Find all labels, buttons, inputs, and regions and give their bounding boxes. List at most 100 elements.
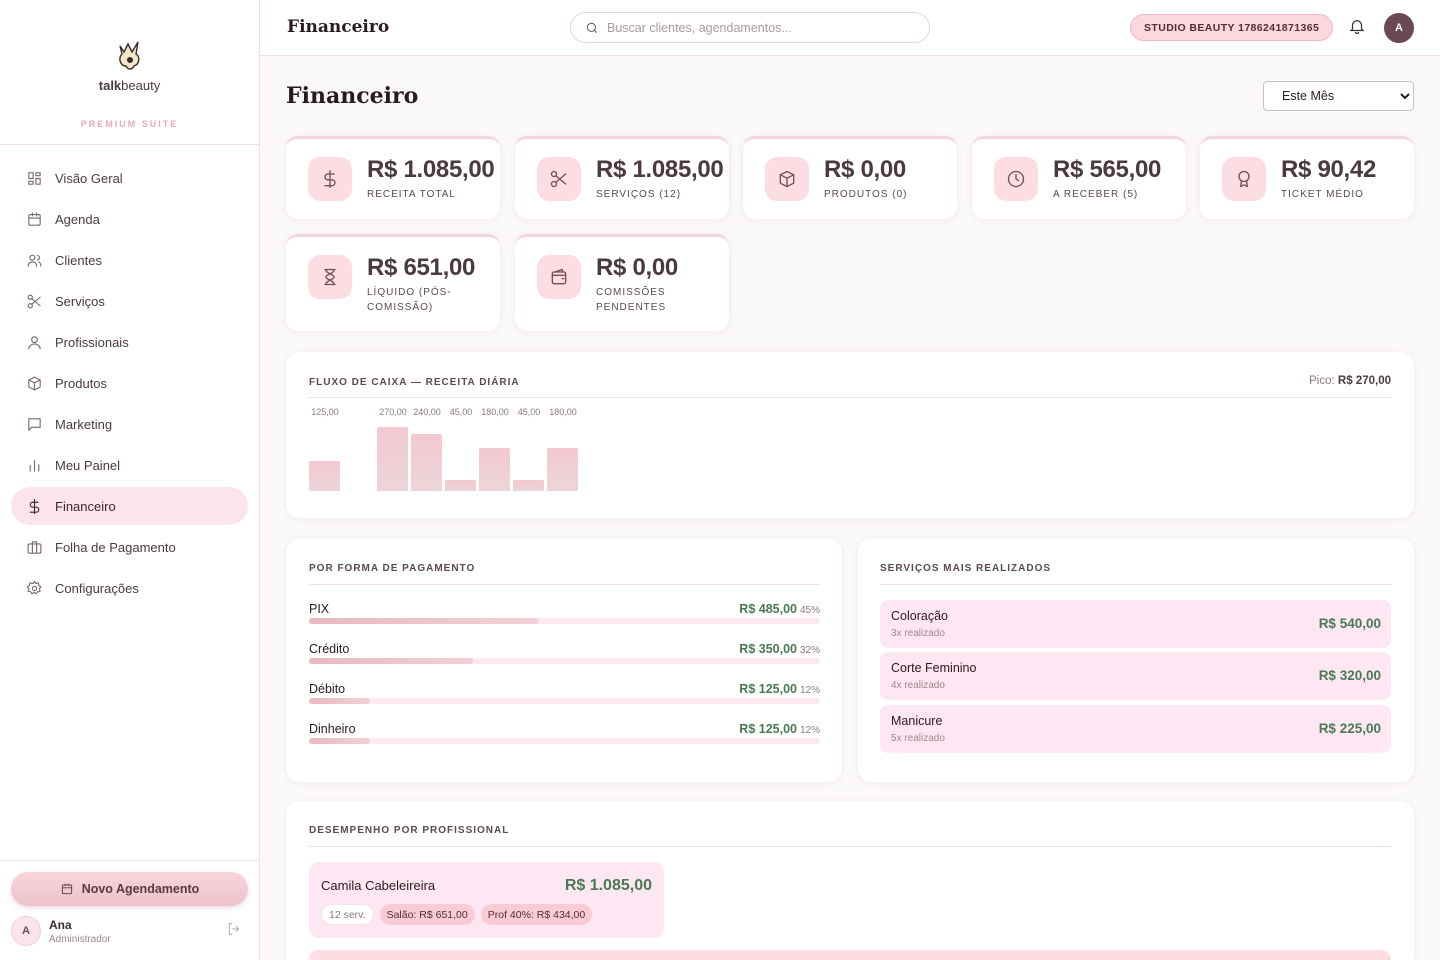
nav-item-servicos[interactable]: Serviços	[11, 282, 248, 320]
nav-item-configuracoes[interactable]: Configurações	[11, 569, 248, 607]
chart-bar-label: 270,00	[379, 407, 407, 417]
notifications-button[interactable]	[1348, 17, 1366, 40]
sidebar: talkbeauty PREMIUM SUITE Visão Geral Age…	[0, 0, 260, 960]
service-row[interactable]: Coloração 3x realizado R$ 540,00	[880, 600, 1391, 648]
payment-row-dinheiro: Dinheiro R$ 125,00 12%	[309, 722, 820, 762]
search-input[interactable]	[607, 20, 907, 35]
new-appointment-label: Novo Agendamento	[81, 882, 200, 896]
cashflow-chart: 125,00 270,00 240,00 45,00 180,00 45,00 180,00	[309, 407, 709, 491]
nav-label: Marketing	[55, 416, 113, 432]
payment-amount: R$ 125,00 12%	[739, 682, 820, 696]
avatar[interactable]: A	[11, 916, 41, 946]
cashflow-card: FLUXO DE CAIXA — RECEITA DIÁRIA Pico: R$…	[286, 352, 1414, 518]
professional-card[interactable]: Camila Cabeleireira R$ 1.085,00 12 serv.…	[309, 862, 664, 938]
stat-icon-wrap	[537, 255, 581, 299]
nav-item-meu-painel[interactable]: Meu Painel	[11, 446, 248, 484]
stat-card-servicos: R$ 1.085,00 SERVIÇOS (12)	[515, 136, 729, 219]
stat-icon-wrap	[994, 157, 1038, 201]
stat-body: R$ 1.085,00 RECEITA TOTAL	[367, 156, 495, 202]
dollar-icon	[324, 170, 336, 188]
nav-item-visao-geral[interactable]: Visão Geral	[11, 159, 248, 197]
divider	[309, 584, 819, 585]
nav-label: Visão Geral	[55, 170, 123, 186]
header-avatar[interactable]: A	[1384, 13, 1414, 43]
page-title: Financeiro	[286, 83, 419, 109]
payment-row-credito: Crédito R$ 350,00 32%	[309, 642, 820, 682]
nav-item-produtos[interactable]: Produtos	[11, 364, 248, 402]
header-title: Financeiro	[287, 17, 390, 37]
logout-icon	[228, 922, 240, 935]
services-title: SERVIÇOS MAIS REALIZADOS	[880, 563, 1052, 574]
stat-label: A RECEBER (5)	[1053, 189, 1139, 200]
search-box[interactable]	[570, 12, 930, 43]
payment-bar	[309, 658, 820, 664]
payment-amount: R$ 350,00 32%	[739, 642, 820, 656]
payment-name: Débito	[309, 682, 346, 696]
nav-label: Serviços	[55, 293, 105, 309]
service-amount: R$ 225,00	[1318, 721, 1381, 736]
chart-bar	[513, 480, 544, 491]
user-info: Ana Administrador	[49, 918, 226, 945]
stat-value: R$ 0,00	[824, 156, 906, 183]
nav-label: Profissionais	[55, 334, 129, 350]
sidebar-footer: Novo Agendamento A Ana Administrador	[0, 860, 259, 960]
gear-icon	[26, 580, 42, 594]
nav-label: Configurações	[55, 580, 139, 596]
payment-row-pix: PIX R$ 485,00 45%	[309, 602, 820, 642]
professional-chips: 12 serv. Salão: R$ 651,00 Prof 40%: R$ 4…	[321, 904, 598, 925]
main-content: Financeiro Este Mês R$ 1.085,00 RECEITA …	[286, 56, 1414, 960]
logo-text: talkbeauty	[98, 78, 161, 93]
service-row[interactable]: Corte Feminino 4x realizado R$ 320,00	[880, 652, 1391, 700]
premium-suite-label: PREMIUM SUITE	[80, 119, 179, 129]
stat-label: PRODUTOS (0)	[824, 189, 908, 200]
chart-bar-label: 45,00	[517, 407, 541, 417]
payment-name: Crédito	[309, 642, 350, 656]
grid-icon	[28, 171, 41, 185]
period-select[interactable]: Este Mês	[1263, 81, 1414, 111]
stat-value: R$ 1.085,00	[596, 156, 724, 183]
peak-value: R$ 270,00	[1337, 375, 1391, 387]
stat-icon-wrap	[1222, 157, 1266, 201]
service-amount: R$ 320,00	[1318, 668, 1381, 683]
service-name: Corte Feminino	[891, 661, 977, 675]
stat-body: R$ 0,00 COMISSÕES PENDENTES	[596, 255, 706, 315]
user-role: Administrador	[49, 933, 111, 945]
chart-bar	[479, 448, 510, 491]
clock-icon	[1007, 170, 1025, 188]
stat-value: R$ 1.085,00	[367, 156, 495, 183]
new-appointment-button[interactable]: Novo Agendamento	[11, 872, 248, 906]
user-name: Ana	[49, 917, 72, 932]
scissors-icon	[27, 294, 41, 308]
calendar-icon	[61, 883, 72, 895]
service-name: Manicure	[891, 714, 943, 728]
stat-card-a-receber: R$ 565,00 A RECEBER (5)	[972, 136, 1186, 219]
payment-bar	[309, 618, 820, 624]
nav-item-financeiro[interactable]: Financeiro	[11, 487, 248, 525]
service-row[interactable]: Manicure 5x realizado R$ 225,00	[880, 705, 1391, 753]
logout-button[interactable]	[226, 921, 248, 942]
nav-item-marketing[interactable]: Marketing	[11, 405, 248, 443]
stat-icon-wrap	[537, 157, 581, 201]
stat-value: R$ 90,42	[1281, 156, 1377, 183]
professional-name: Camila Cabeleireira	[321, 878, 436, 893]
stat-label: SERVIÇOS (12)	[596, 189, 682, 200]
nav-item-clientes[interactable]: Clientes	[11, 241, 248, 279]
nav-item-folha-de-pagamento[interactable]: Folha de Pagamento	[11, 528, 248, 566]
stat-body: R$ 0,00 PRODUTOS (0)	[824, 157, 934, 202]
stat-card-comissoes: R$ 0,00 COMISSÕES PENDENTES	[515, 234, 729, 331]
divider	[309, 397, 1391, 398]
payment-amount: R$ 125,00 12%	[739, 722, 820, 736]
chart-bar-label: 45,00	[449, 407, 473, 417]
stat-card-receita-total: R$ 1.085,00 RECEITA TOTAL	[286, 136, 500, 219]
payment-bar-fill	[309, 618, 539, 624]
nav-item-profissionais[interactable]: Profissionais	[11, 323, 248, 361]
brand: talkbeauty PREMIUM SUITE	[0, 0, 259, 145]
chart-bar	[377, 427, 408, 491]
studio-badge[interactable]: STUDIO BEAUTY 1786241871365	[1130, 14, 1334, 41]
service-count: 5x realizado	[891, 733, 945, 744]
chart-bar-label: 240,00	[413, 407, 441, 417]
chart-bar-label: 180,00	[549, 407, 577, 417]
divider	[880, 584, 1391, 585]
stat-body: R$ 1.085,00 SERVIÇOS (12)	[596, 156, 724, 202]
nav-item-agenda[interactable]: Agenda	[11, 200, 248, 238]
